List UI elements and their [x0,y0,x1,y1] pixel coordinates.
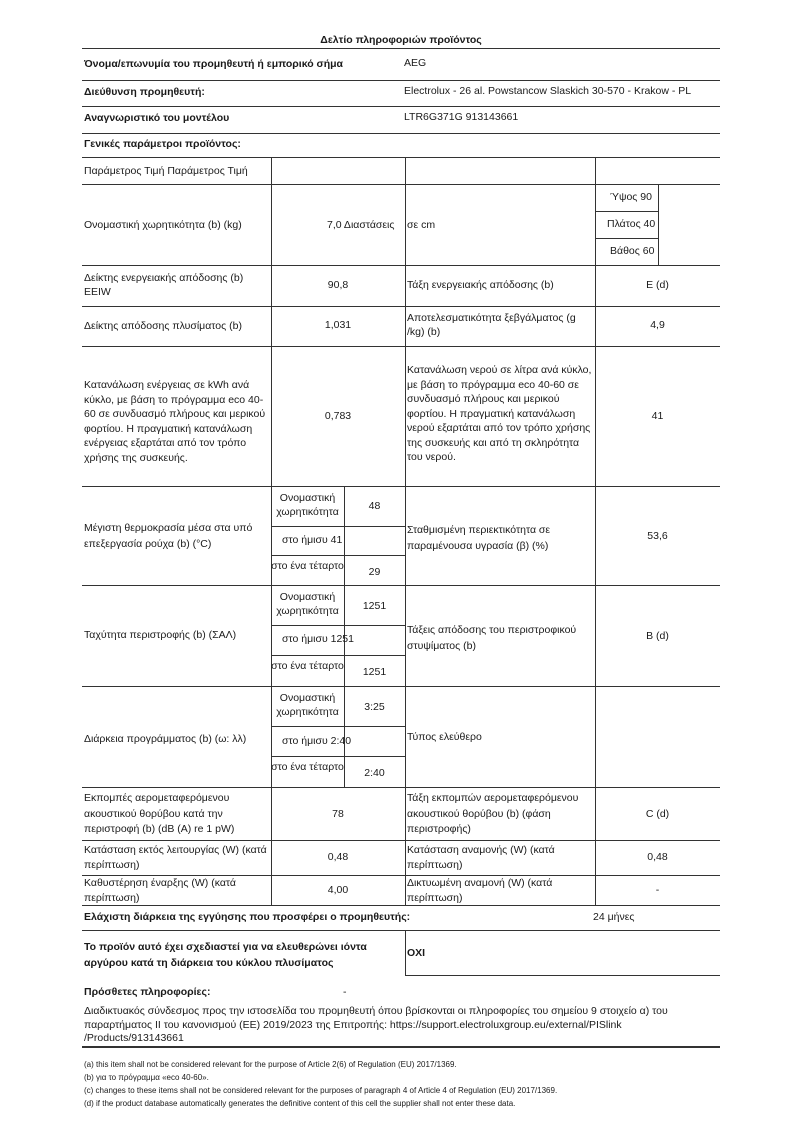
spin-half-label: στο ήμισυ 1251 [282,633,354,645]
warranty-label: Ελάχιστη διάρκεια της εγγύησης που προσφ… [84,911,411,923]
address-value: Electrolux - 26 al. Powstancow Slaskich … [404,85,692,97]
delay-start-label: Καθυστέρηση έναρξης (W) (κατά περίπτωση) [84,877,236,904]
footnote-d: (d) if the product database automaticall… [84,1099,516,1108]
temp-half-label: στο ήμισυ 41 [282,534,343,546]
silver-ions-label: Το προϊόν αυτό έχει σχεδιαστεί για να ελ… [84,941,367,969]
model-label: Αναγνωριστικό του μοντέλου [84,112,230,124]
spin-quarter-label: στο ένα τέταρτο [271,660,344,672]
spin-full-label: Ονομαστική χωρητικότητα [276,591,339,617]
depth-value: Βάθος 60 [610,245,655,257]
moisture-value: 53,6 [647,530,668,542]
noise-class-label: Τάξη εκπομπών αερομεταφερόμενου ακουστικ… [407,792,579,835]
capacity-label: Ονομαστική χωρητικότητα (b) (kg) [84,219,242,231]
general-parameters-label: Γενικές παράμετροι προϊόντος: [84,138,241,150]
dur-half-value: 2:40 [330,735,352,747]
temp-quarter-value: 29 [368,566,381,578]
noise-value: 78 [332,808,344,820]
spin-class-label: Τάξεις απόδοσης του περιστροφικού στυψίμ… [407,624,577,652]
spin-class-value: B (d) [646,630,669,642]
supplier-label: Όνομα/επωνυμία του προμηθευτή ή εμπορικό… [84,58,344,70]
header-row: Παράμετρος Τιμή Παράμετρος Τιμή [84,165,248,177]
address-label: Διεύθυνση προμηθευτή: [84,86,205,98]
capacity-value: 7,0 Διαστάσεις [327,219,395,231]
noise-class-value: C (d) [645,808,670,820]
standby-label: Κατάσταση αναμονής (W) (κατά περίπτωση) [407,844,555,871]
standby-value: 0,48 [647,851,668,863]
off-mode-label: Κατάσταση εκτός λειτουργίας (W) (κατά πε… [84,844,267,871]
supplier-website-link-text: Διαδικτυακός σύνδεσμος προς την ιστοσελί… [84,1005,668,1044]
networked-standby-value: - [655,884,660,896]
temperature-label: Μέγιστη θερμοκρασία μέσα στα υπό επεξεργ… [84,522,253,550]
rinsing-value: 4,9 [650,319,665,331]
supplier-value: AEG [404,57,427,69]
temp-half-value: 41 [330,534,343,546]
warranty-value: 24 μήνες [593,911,635,923]
silver-ions-value: OXI [407,947,426,959]
spin-full-value: 1251 [362,600,387,612]
dur-full-value: 3:25 [364,701,385,713]
eei-label: Δείκτης ενεργειακής απόδοσης (b) EEIW [84,272,244,298]
spin-half-value: 1251 [330,633,354,645]
dimensions-label: σε cm [407,219,436,231]
rinsing-label: Αποτελεσματικότητα ξεβγάλματος (g /kg) (… [407,312,576,338]
off-mode-value: 0,48 [327,851,349,863]
energy-class-label: Τάξη ενεργειακής απόδοσης (b) [407,279,554,291]
model-value: LTR6G371G 913143661 [404,111,519,123]
spin-speed-label: Ταχύτητα περιστροφής (b) (ΣΑΛ) [84,629,237,641]
type-label: Τύπος ελεύθερο [407,731,482,743]
dur-quarter-label: στο ένα τέταρτο [271,761,344,773]
water-consumption-value: 41 [651,410,664,422]
dur-half-label: στο ήμισυ 2:40 [282,735,352,747]
duration-label: Διάρκεια προγράμματος (b) (ω: λλ) [84,733,247,745]
document-title: Δελτίο πληροφοριών προϊόντος [320,34,482,46]
networked-standby-label: Δικτυωμένη αναμονή (W) (κατά περίπτωση) [407,877,553,904]
energy-class-value: E (d) [646,279,669,291]
energy-consumption-label: Κατανάλωση ενέργειας σε kWh ανά κύκλο, μ… [84,379,266,464]
height-value: Ύψος 90 [610,191,652,203]
dur-quarter-value: 2:40 [364,767,385,779]
water-consumption-label: Κατανάλωση νερού σε λίτρα ανά κύκλο, με … [407,364,592,463]
noise-label: Εκπομπές αερομεταφερόμενου ακουστικού θο… [84,792,235,835]
dur-full-label: Ονομαστική χωρητικότητα [276,692,339,718]
delay-start-value: 4,00 [327,884,349,896]
eei-value: 90,8 [327,279,349,291]
moisture-label: Σταθμισμένη περιεκτικότητα σε παραμένουσ… [407,524,551,552]
washing-index-label: Δείκτης απόδοσης πλυσίματος (b) [84,320,242,332]
footnote-b: (b) για το πρόγραμμα «eco 40-60». [84,1073,209,1082]
washing-index-value: 1,031 [324,319,352,331]
additional-info-value: - [343,986,347,998]
temp-quarter-label: στο ένα τέταρτο [271,560,344,572]
additional-info-label: Πρόσθετες πληροφορίες: [84,986,211,998]
footnote-c: (c) changes to these items shall not be … [84,1086,558,1095]
width-value: Πλάτος 40 [607,218,656,230]
temp-full-label: Ονομαστική χωρητικότητα [276,492,339,518]
footnote-a: (a) this item shall not be considered re… [84,1060,457,1069]
spin-quarter-value: 1251 [362,666,387,678]
energy-consumption-value: 0,783 [324,410,352,422]
temp-full-value: 48 [368,500,381,512]
